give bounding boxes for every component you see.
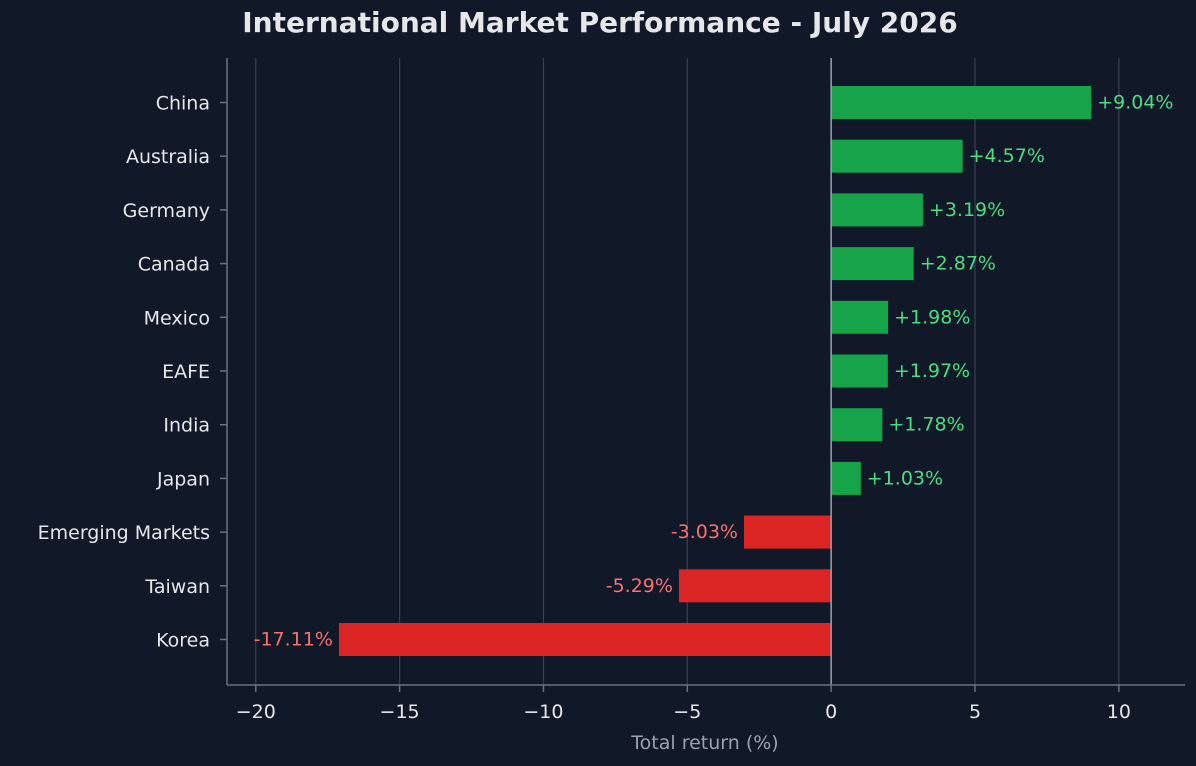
category-label: Australia [126, 146, 210, 168]
bar-korea [338, 623, 832, 656]
x-tick-label: 5 [969, 701, 981, 723]
bars [338, 86, 1092, 656]
x-tick-label: 0 [825, 701, 837, 723]
category-label: Emerging Markets [38, 522, 210, 544]
data-labels: +9.04% +4.57% +3.19% +2.87% +1.98% +1.97% +1.7… [254, 92, 1174, 651]
value-label: -17.11% [254, 629, 333, 651]
bar-china [831, 86, 1092, 119]
category-label: Germany [123, 200, 210, 222]
gridlines [255, 58, 1120, 685]
category-label: Mexico [144, 307, 210, 329]
category-label: EAFE [162, 361, 210, 383]
value-label: +9.04% [1097, 92, 1173, 114]
x-tick-label: 10 [1107, 701, 1131, 723]
x-tick-label: −15 [380, 701, 420, 723]
axes: −20 −15 −10 −5 0 5 10 China Australia Germany Cana… [38, 58, 1185, 723]
value-label: -3.03% [671, 521, 738, 543]
bar-germany [831, 193, 923, 227]
bar-emerging-markets [743, 515, 832, 549]
category-label: Taiwan [144, 576, 210, 598]
bar-eafe [831, 354, 888, 388]
bar-taiwan [678, 569, 832, 603]
x-axis-title: Total return (%) [630, 732, 778, 754]
x-tick-label: −5 [673, 701, 701, 723]
value-label: -5.29% [606, 575, 673, 597]
category-label: Canada [138, 254, 210, 276]
x-tick-label: −10 [523, 701, 563, 723]
value-label: +1.97% [894, 360, 970, 382]
x-tick-label: −20 [236, 701, 276, 723]
bar-canada [831, 247, 914, 281]
value-label: +1.78% [888, 414, 964, 436]
category-label: Japan [156, 468, 210, 490]
category-label: Korea [156, 630, 210, 652]
category-label: India [163, 415, 210, 437]
value-label: +3.19% [929, 199, 1005, 221]
value-label: +2.87% [920, 253, 996, 275]
bar-mexico [831, 300, 889, 334]
chart-title: International Market Performance - July … [242, 6, 957, 39]
value-label: +4.57% [969, 145, 1045, 167]
bar-australia [831, 139, 963, 173]
value-label: +1.98% [894, 306, 970, 328]
category-label: China [156, 93, 210, 115]
value-label: +1.03% [867, 467, 943, 489]
bar-japan [831, 461, 861, 495]
bar-india [831, 408, 883, 442]
